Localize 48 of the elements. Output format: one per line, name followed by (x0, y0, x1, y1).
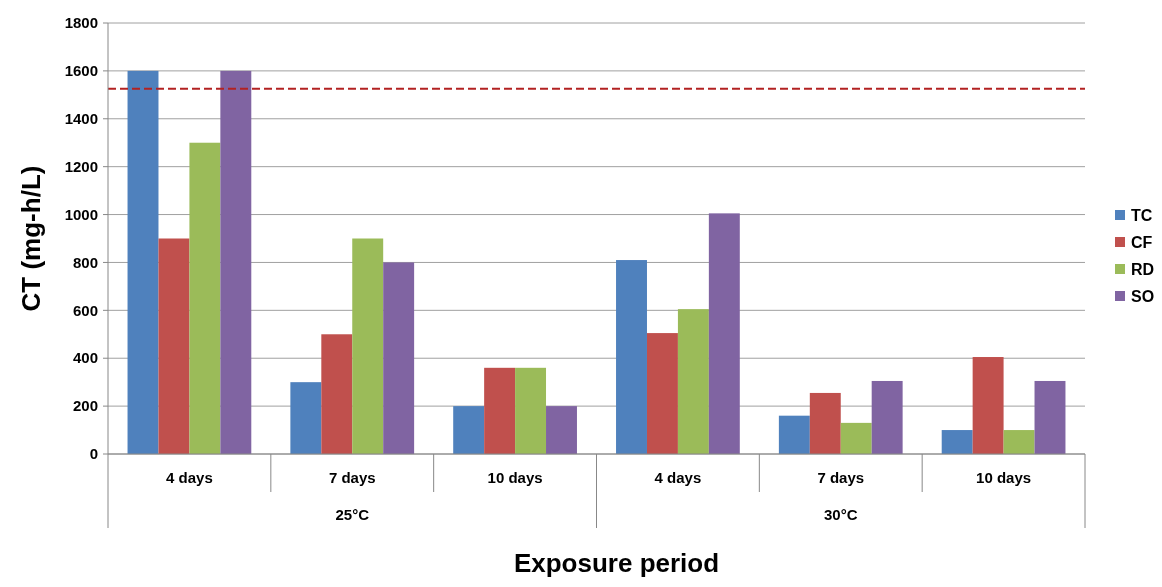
bar (453, 406, 485, 454)
bar (646, 333, 678, 454)
bar (972, 357, 1004, 454)
bar (290, 382, 322, 454)
x-tick-label: 7 days (328, 469, 376, 487)
y-tick-label: 1000 (64, 205, 98, 223)
bar (616, 260, 647, 454)
x-tick-label: 4 days (654, 469, 702, 487)
bar (127, 70, 159, 454)
x-tick-label: 10 days (487, 469, 543, 487)
x-tick-label: 10 days (976, 469, 1032, 487)
y-axis-title: CT (mg-h/L) (16, 165, 46, 312)
y-tick-label: 200 (72, 397, 98, 415)
y-tick-label: 800 (72, 253, 98, 271)
y-tick-label: 1400 (64, 110, 98, 128)
text: 25°C (335, 506, 370, 524)
y-tick-label: 1600 (64, 62, 98, 80)
y-tick-label: 1800 (64, 14, 98, 32)
bar (515, 367, 547, 454)
legend-label: SO (1131, 287, 1155, 305)
y-tick-label: 1200 (64, 157, 98, 175)
bar (321, 334, 353, 454)
text: 30°C (823, 506, 858, 524)
bar (383, 262, 415, 454)
bar (189, 142, 221, 454)
bar (220, 70, 252, 454)
x-tick-label: 4 days (166, 469, 213, 487)
bar (778, 415, 810, 454)
legend-label: TC (1131, 206, 1153, 224)
bar (484, 367, 516, 454)
y-tick-label: 400 (72, 349, 98, 367)
x-axis-title: Exposure period (513, 548, 720, 578)
bar (677, 309, 709, 454)
bar (1003, 430, 1035, 454)
bar (158, 238, 190, 454)
legend-label: RD (1131, 260, 1155, 278)
bar (708, 213, 740, 454)
bar (871, 380, 903, 454)
x-tick-label: 7 days (817, 469, 865, 487)
bar (840, 422, 872, 454)
bar (941, 430, 973, 454)
bar (809, 392, 841, 454)
bar (546, 406, 577, 454)
bar (1034, 380, 1066, 454)
y-tick-label: 600 (72, 301, 98, 319)
y-tick-label: 0 (89, 445, 98, 463)
legend-label: CF (1131, 233, 1153, 251)
bar (352, 238, 384, 454)
